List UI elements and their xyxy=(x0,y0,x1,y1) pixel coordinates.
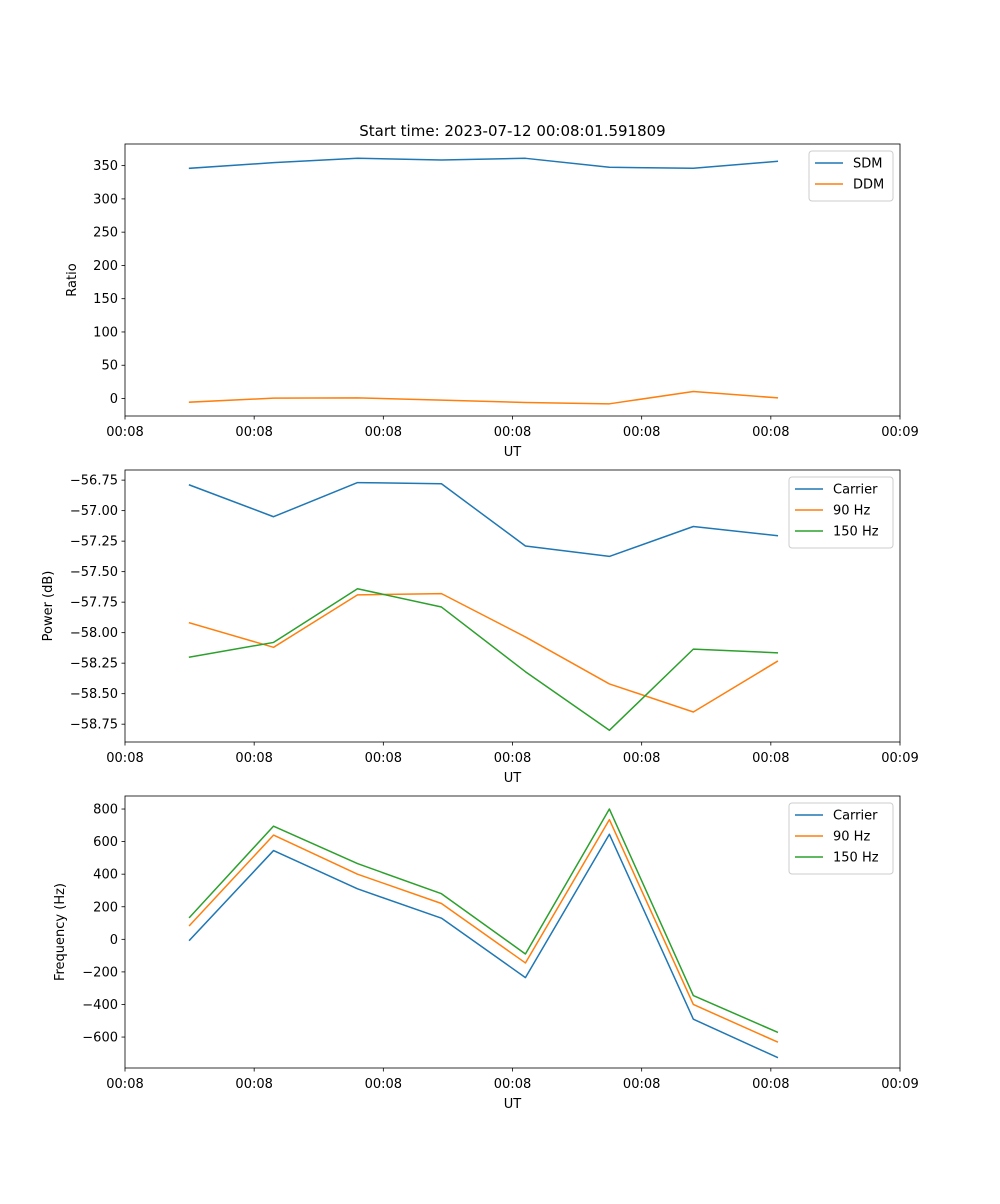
x-tick-label: 00:08 xyxy=(494,1077,531,1092)
subplot-3: 00:08 00:08 00:08 00:08 00:08 00:08 00:09 UT −60… xyxy=(53,795,919,1112)
x-tick-label: 00:09 xyxy=(881,1077,918,1092)
x-tick-label: 00:08 xyxy=(752,751,789,766)
legend-label: 150 Hz xyxy=(833,851,879,866)
y-tick-label: −58.00 xyxy=(70,626,118,641)
x-tick-label: 00:08 xyxy=(365,425,402,440)
legend: SDM DDM xyxy=(808,150,894,202)
series-line-3 xyxy=(188,587,779,732)
x-tick-label: 00:08 xyxy=(235,425,272,440)
x-tick-label: 00:08 xyxy=(235,751,272,766)
x-tick-label: 00:08 xyxy=(494,425,531,440)
series-line-1 xyxy=(188,833,779,1059)
x-tick-label: 00:08 xyxy=(365,751,402,766)
y-tick-label: 150 xyxy=(93,292,118,307)
y-tick-label: 400 xyxy=(93,868,118,883)
x-axis-label: UT xyxy=(504,445,522,460)
figure-title: Start time: 2023-07-12 00:08:01.591809 xyxy=(359,122,665,140)
x-tick-label: 00:08 xyxy=(623,1077,660,1092)
y-tick-label: 600 xyxy=(93,835,118,850)
y-tick-label: 0 xyxy=(110,392,118,407)
y-tick-label: −57.25 xyxy=(70,535,118,550)
legend-label: 150 Hz xyxy=(833,525,879,540)
y-tick-label: −57.00 xyxy=(70,504,118,519)
x-axis-label: UT xyxy=(504,771,522,786)
series-line-3 xyxy=(188,808,779,1034)
y-tick-label: 800 xyxy=(93,803,118,818)
series-line-2 xyxy=(188,818,779,1043)
y-tick-label: −200 xyxy=(82,965,118,980)
axes-frame xyxy=(124,143,901,417)
x-tick-label: 00:08 xyxy=(623,425,660,440)
x-tick-label: 00:08 xyxy=(106,425,143,440)
series-line-2 xyxy=(188,592,779,713)
legend-label: DDM xyxy=(853,178,884,193)
x-tick-label: 00:09 xyxy=(881,751,918,766)
y-tick-label: −57.50 xyxy=(70,565,118,580)
y-tick-label: 50 xyxy=(101,359,118,374)
y-tick-label: −400 xyxy=(82,998,118,1013)
axes-frame xyxy=(124,469,901,743)
x-tick-label: 00:08 xyxy=(106,751,143,766)
x-tick-label: 00:08 xyxy=(106,1077,143,1092)
subplot-2: 00:08 00:08 00:08 00:08 00:08 00:08 00:09 UT −58… xyxy=(41,469,919,786)
subplot-1: 00:08 00:08 00:08 00:08 00:08 00:08 00:09 UT 0 50… xyxy=(65,143,919,460)
axes-frame xyxy=(124,795,901,1069)
legend-label: 90 Hz xyxy=(833,830,870,845)
y-tick-label: 100 xyxy=(93,325,118,340)
x-tick-label: 00:08 xyxy=(235,1077,272,1092)
y-tick-label: 250 xyxy=(93,226,118,241)
y-tick-label: −56.75 xyxy=(70,474,118,489)
legend-label: Carrier xyxy=(833,809,878,824)
y-tick-label: 200 xyxy=(93,900,118,915)
y-tick-label: −57.75 xyxy=(70,596,118,611)
y-tick-label: 200 xyxy=(93,259,118,274)
legend: Carrier 90 Hz 150 Hz xyxy=(788,476,894,549)
legend: Carrier 90 Hz 150 Hz xyxy=(788,802,894,875)
legend-label: 90 Hz xyxy=(833,504,870,519)
legend-label: Carrier xyxy=(833,483,878,498)
y-axis-label: Power (dB) xyxy=(41,571,56,642)
x-axis-label: UT xyxy=(504,1097,522,1112)
y-tick-label: 350 xyxy=(93,159,118,174)
x-tick-label: 00:08 xyxy=(752,425,789,440)
x-tick-label: 00:08 xyxy=(752,1077,789,1092)
y-tick-label: −58.25 xyxy=(70,657,118,672)
y-axis-label: Ratio xyxy=(65,263,80,296)
series-line-1 xyxy=(188,157,779,170)
y-tick-label: −600 xyxy=(82,1031,118,1046)
y-axis-label: Frequency (Hz) xyxy=(53,883,68,981)
x-tick-label: 00:08 xyxy=(365,1077,402,1092)
y-tick-label: −58.75 xyxy=(70,718,118,733)
series-line-1 xyxy=(188,481,779,558)
y-tick-label: −58.50 xyxy=(70,687,118,702)
x-tick-label: 00:09 xyxy=(881,425,918,440)
y-tick-label: 0 xyxy=(110,933,118,948)
y-tick-label: 300 xyxy=(93,192,118,207)
x-tick-label: 00:08 xyxy=(623,751,660,766)
series-line-2 xyxy=(188,390,779,405)
x-tick-label: 00:08 xyxy=(494,751,531,766)
legend-label: SDM xyxy=(853,157,882,172)
